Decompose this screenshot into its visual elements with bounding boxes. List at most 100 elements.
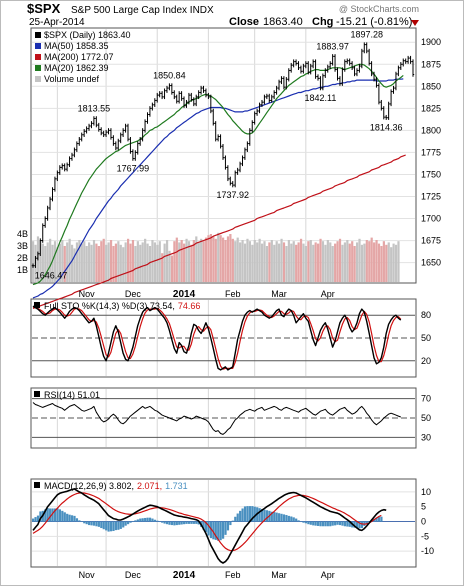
volume-bar [209, 234, 213, 282]
volume-bar [112, 246, 115, 282]
volume-bar [239, 242, 242, 282]
macd-histogram-bar [375, 517, 378, 522]
macd-histogram-bar [270, 511, 273, 522]
macd-histogram-bar [377, 517, 381, 522]
volume-bar [263, 241, 266, 282]
macd-histogram-bar [195, 521, 198, 524]
macd-histogram-bar [141, 518, 144, 522]
volume-bar [80, 243, 83, 282]
volume-bar [51, 244, 54, 282]
ma200-line [32, 154, 406, 309]
macd-histogram-bar [100, 521, 103, 529]
legend-ma200: MA(200) 1772.07 [44, 52, 114, 62]
volume-bar [222, 237, 225, 282]
macd-histogram-bar [334, 521, 337, 526]
volume-bar [375, 240, 378, 282]
macd-histogram-bar [75, 518, 79, 522]
legend-ma20: MA(20) 1862.39 [44, 63, 109, 73]
macd-histogram-bar [226, 521, 230, 531]
macd-label-hist: 1.731 [165, 481, 188, 491]
volume-bar [331, 246, 334, 282]
macd-histogram-bar [151, 518, 154, 522]
volume-bar [241, 240, 244, 282]
volume-bar [73, 248, 76, 282]
price-tick-label: 1800 [421, 125, 441, 135]
volume-bar [285, 246, 288, 282]
volume-bar [304, 246, 308, 282]
macd-label-signal: 2.071, [137, 481, 162, 491]
volume-bar [341, 244, 344, 282]
volume-bar [290, 243, 293, 282]
price-annotation: 1646.47 [35, 271, 68, 281]
volume-bar [119, 244, 122, 282]
macd-histogram-bar [107, 521, 110, 532]
macd-histogram-bar [56, 508, 59, 522]
price-annotation: 1767.99 [117, 164, 150, 174]
volume-bar [180, 240, 183, 282]
month-label: Apr [321, 289, 335, 299]
volume-bar [348, 243, 351, 282]
macd-histogram-bar [314, 521, 317, 526]
price-tick-label: 1750 [421, 169, 441, 179]
macd-histogram-bar [380, 516, 383, 522]
volume-bar [127, 238, 130, 282]
volume-bar [175, 237, 178, 282]
volume-bar [105, 244, 108, 282]
sto-tick-label: 80 [421, 310, 431, 320]
volume-bar [368, 241, 371, 282]
macd-histogram-bar [122, 521, 125, 528]
sto-panel [30, 298, 417, 378]
macd-histogram-bar [129, 521, 132, 523]
volume-bar [268, 242, 271, 282]
volume-bar [390, 247, 393, 282]
macd-histogram-bar [338, 521, 342, 526]
macd-histogram-bar [156, 520, 159, 522]
macd-histogram-bar [97, 521, 100, 527]
volume-bar [224, 240, 227, 282]
macd-histogram-bar [146, 517, 149, 522]
macd-histogram-bar [32, 518, 35, 522]
macd-histogram-bar [348, 521, 351, 527]
date: 25-Apr-2014 [29, 17, 85, 28]
volume-bar [165, 240, 169, 282]
macd-histogram-bar [365, 521, 368, 524]
macd-histogram-bar [258, 508, 261, 522]
month-label: Nov [79, 570, 96, 580]
macd-histogram-bar [336, 521, 339, 525]
macd-histogram-bar [153, 519, 156, 522]
volume-bar [122, 247, 125, 282]
macd-histogram-bar [63, 512, 66, 522]
volume-bar [202, 241, 205, 282]
macd-histogram-bar [302, 521, 305, 523]
macd-histogram-bar [109, 521, 113, 532]
chg-down-icon [411, 20, 419, 26]
macd-panel [30, 478, 417, 568]
chg-value: -15.21 (-0.81%) [336, 16, 412, 28]
macd-tick-label: -5 [421, 531, 429, 541]
volume-bar [66, 242, 69, 282]
macd-histogram-bar [248, 506, 251, 522]
volume-bar [248, 241, 251, 282]
volume-bar [380, 246, 383, 282]
macd-histogram-bar [197, 521, 200, 525]
macd-histogram-bar [263, 509, 266, 522]
macd-histogram-bar [178, 521, 181, 525]
price-tick-label: 1850 [421, 81, 441, 91]
month-label: Feb [225, 570, 241, 580]
macd-histogram-bar [251, 506, 254, 522]
macd-histogram-bar [324, 521, 327, 527]
month-label: Feb [225, 289, 241, 299]
volume-bar [83, 241, 86, 282]
volume-bar [314, 242, 317, 282]
macd-histogram-bar [192, 521, 195, 524]
volume-tick-label: 2B [17, 253, 28, 263]
price-tick-label: 1825 [421, 103, 441, 113]
volume-bar [373, 242, 376, 282]
macd-histogram-bar [260, 509, 264, 522]
macd-histogram-bar [85, 521, 88, 525]
volume-bar [197, 242, 200, 282]
volume-bar [190, 244, 193, 282]
volume-bar [139, 244, 142, 282]
volume-bar [161, 253, 164, 282]
volume-bar [163, 243, 166, 282]
